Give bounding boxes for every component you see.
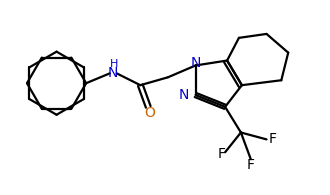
Text: N: N: [190, 57, 201, 70]
Text: N: N: [178, 88, 189, 102]
Text: H: H: [110, 59, 118, 69]
Text: N: N: [108, 66, 118, 80]
Text: F: F: [247, 158, 255, 172]
Text: O: O: [144, 106, 155, 120]
Text: F: F: [268, 132, 277, 146]
Text: F: F: [217, 147, 225, 161]
